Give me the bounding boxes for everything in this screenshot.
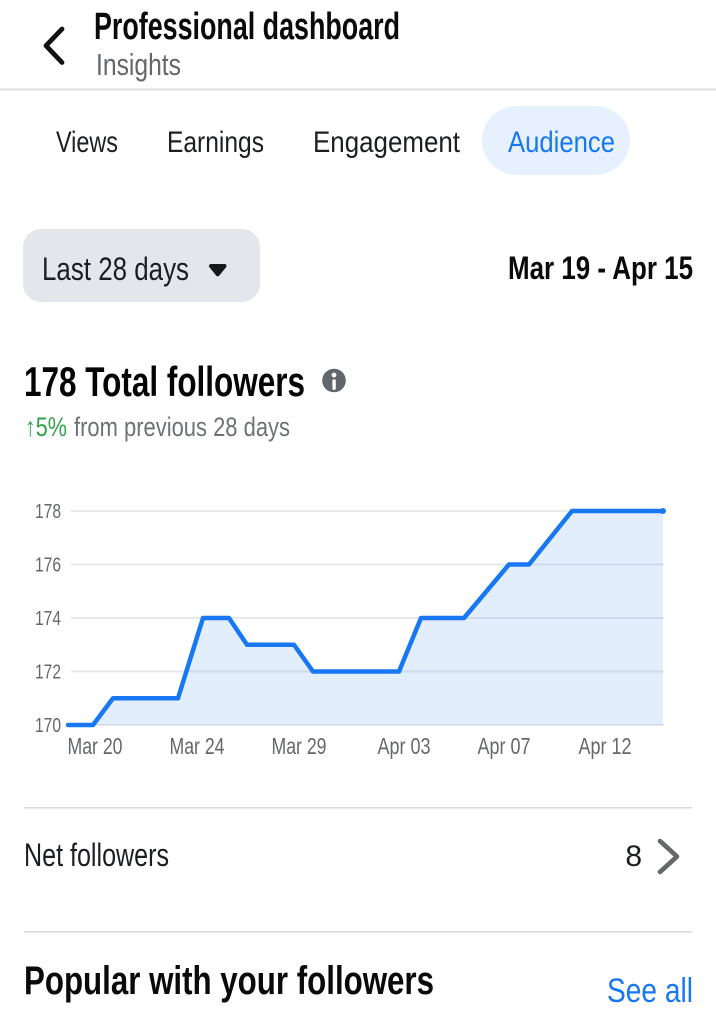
svg-text:Mar 29: Mar 29 xyxy=(272,733,327,759)
svg-text:170: 170 xyxy=(35,715,61,737)
svg-text:176: 176 xyxy=(35,555,61,577)
svg-text:Engagement: Engagement xyxy=(313,126,461,159)
svg-text:Audience: Audience xyxy=(508,126,615,159)
svg-text:Views: Views xyxy=(56,126,118,159)
svg-text:174: 174 xyxy=(35,608,61,630)
svg-text:Net followers: Net followers xyxy=(24,837,169,873)
svg-text:Mar 24: Mar 24 xyxy=(170,733,225,759)
svg-text:178 Total followers: 178 Total followers xyxy=(24,358,305,405)
svg-text:See all: See all xyxy=(607,972,693,1010)
svg-text:Apr 12: Apr 12 xyxy=(579,733,632,759)
svg-text:172: 172 xyxy=(35,662,61,684)
svg-text:Apr 07: Apr 07 xyxy=(478,733,531,759)
svg-text:Professional dashboard: Professional dashboard xyxy=(94,6,400,48)
svg-text:Earnings: Earnings xyxy=(167,126,264,159)
svg-text:↑5%: ↑5% xyxy=(25,412,67,442)
svg-text:from previous 28 days: from previous 28 days xyxy=(74,412,290,442)
svg-text:178: 178 xyxy=(35,501,61,523)
svg-text:Insights: Insights xyxy=(96,47,181,82)
svg-text:Apr 03: Apr 03 xyxy=(378,733,431,759)
svg-text:Last 28 days: Last 28 days xyxy=(42,251,189,287)
svg-text:Mar 19 - Apr 15: Mar 19 - Apr 15 xyxy=(508,250,693,286)
svg-text:8: 8 xyxy=(625,840,642,873)
svg-text:Mar 20: Mar 20 xyxy=(68,733,123,759)
svg-text:Popular with your followers: Popular with your followers xyxy=(24,959,434,1003)
